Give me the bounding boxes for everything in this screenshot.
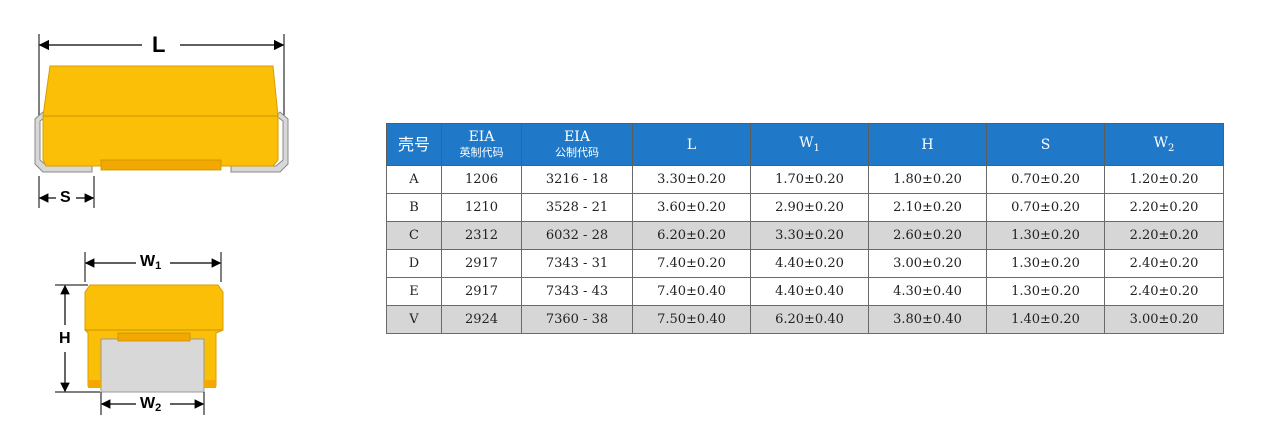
cell-case: A (386, 165, 442, 194)
cell-w1: 3.30±0.20 (750, 221, 869, 250)
cell-length: 6.20±0.20 (632, 221, 751, 250)
side-view (34, 34, 289, 208)
cell-length: 7.50±0.40 (632, 305, 751, 334)
h-label: H (59, 330, 71, 347)
cell-w2: 2.40±0.20 (1104, 277, 1224, 306)
cell-eia-metric: 7343 - 31 (521, 249, 633, 278)
cell-case: D (386, 249, 442, 278)
cell-s: 1.30±0.20 (986, 249, 1105, 278)
table-row: D 2917 7343 - 31 7.40±0.20 4.40±0.20 3.00±0.2… (386, 249, 1224, 278)
cell-height: 1.80±0.20 (868, 165, 987, 194)
w2-label: W2 (140, 395, 162, 414)
cell-w1: 1.70±0.20 (750, 165, 869, 194)
header-w1: W1 (750, 123, 869, 166)
cell-case: B (386, 193, 442, 222)
header-eia-metric: EIA 公制代码 (521, 123, 633, 166)
cell-w2: 2.20±0.20 (1104, 193, 1224, 222)
header-length: L (632, 123, 751, 166)
cell-height: 3.00±0.20 (868, 249, 987, 278)
cell-s: 1.30±0.20 (986, 221, 1105, 250)
table-row: E 2917 7343 - 43 7.40±0.40 4.40±0.40 4.30±0.4… (386, 277, 1224, 306)
table-row: C 2312 6032 - 28 6.20±0.20 3.30±0.20 2.60±0.2… (386, 221, 1224, 250)
cell-eia-metric: 3216 - 18 (521, 165, 633, 194)
cell-s: 0.70±0.20 (986, 165, 1105, 194)
cell-eia-imperial: 2917 (441, 249, 522, 278)
s-label: S (60, 189, 71, 206)
header-w2: W2 (1104, 123, 1224, 166)
end-view (55, 252, 224, 415)
header-s: S (986, 123, 1105, 166)
cell-length: 3.60±0.20 (632, 193, 751, 222)
cell-s: 0.70±0.20 (986, 193, 1105, 222)
cell-eia-imperial: 1210 (441, 193, 522, 222)
cell-eia-imperial: 1206 (441, 165, 522, 194)
cell-eia-imperial: 2312 (441, 221, 522, 250)
cell-length: 7.40±0.20 (632, 249, 751, 278)
cell-s: 1.40±0.20 (986, 305, 1105, 334)
cell-w2: 2.20±0.20 (1104, 221, 1224, 250)
cell-case: V (386, 305, 442, 334)
header-height: H (868, 123, 987, 166)
cell-eia-metric: 7343 - 43 (521, 277, 633, 306)
capacitor-drawings (34, 34, 289, 415)
w1-label: W1 (140, 253, 162, 272)
cell-eia-imperial: 2924 (441, 305, 522, 334)
cell-height: 2.10±0.20 (868, 193, 987, 222)
dimension-diagram: L S W1 H W2 (0, 0, 380, 438)
cell-height: 4.30±0.40 (868, 277, 987, 306)
table-row: A 1206 3216 - 18 3.30±0.20 1.70±0.20 1.80±0.2… (386, 165, 1224, 194)
cell-w1: 4.40±0.40 (750, 277, 869, 306)
table-header-row: 壳号 EIA 英制代码 EIA 公制代码 L W1 H S W2 (386, 123, 1224, 166)
cell-height: 3.80±0.40 (868, 305, 987, 334)
header-eia-imperial: EIA 英制代码 (441, 123, 522, 166)
cell-case: E (386, 277, 442, 306)
cell-w1: 2.90±0.20 (750, 193, 869, 222)
header-case: 壳号 (386, 123, 442, 166)
table-row: B 1210 3528 - 21 3.60±0.20 2.90±0.20 2.10±0.2… (386, 193, 1224, 222)
table-row: V 2924 7360 - 38 7.50±0.40 6.20±0.40 3.80±0.4… (386, 305, 1224, 334)
cell-length: 7.40±0.40 (632, 277, 751, 306)
cell-eia-metric: 3528 - 21 (521, 193, 633, 222)
length-label: L (152, 32, 166, 57)
cell-w2: 3.00±0.20 (1104, 305, 1224, 334)
cell-eia-metric: 7360 - 38 (521, 305, 633, 334)
cell-case: C (386, 221, 442, 250)
cell-w2: 1.20±0.20 (1104, 165, 1224, 194)
cell-w2: 2.40±0.20 (1104, 249, 1224, 278)
cell-eia-metric: 6032 - 28 (521, 221, 633, 250)
cell-length: 3.30±0.20 (632, 165, 751, 194)
cell-w1: 6.20±0.40 (750, 305, 869, 334)
cell-s: 1.30±0.20 (986, 277, 1105, 306)
case-size-table: 壳号 EIA 英制代码 EIA 公制代码 L W1 H S W2 A 1206 3216… (386, 123, 1224, 334)
cell-height: 2.60±0.20 (868, 221, 987, 250)
cell-eia-imperial: 2917 (441, 277, 522, 306)
cell-w1: 4.40±0.20 (750, 249, 869, 278)
